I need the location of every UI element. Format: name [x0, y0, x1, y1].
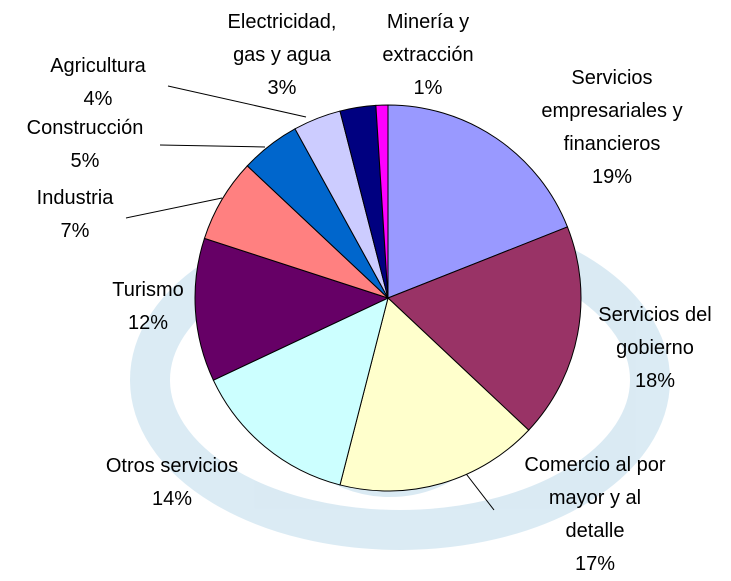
- value-label: 14%: [151, 487, 193, 510]
- pie-slice: [387, 104, 569, 299]
- slice-label: Servicios del gobierno 18%: [505, 299, 731, 398]
- category-label: Otros servicios: [105, 454, 239, 477]
- value-label: 12%: [127, 311, 169, 334]
- slice-label: Comercio al por mayor y al detalle 17%: [445, 449, 731, 581]
- slice-label: Electricidad, gas y agua 3%: [132, 6, 432, 105]
- category-label: Turismo: [112, 278, 184, 301]
- leader-line: [125, 197, 223, 219]
- pie-slice: [387, 226, 582, 431]
- slice-label: Servicios empresariales y financieros 19%: [462, 62, 731, 194]
- chart: [125, 85, 670, 550]
- pie-slice: [194, 237, 390, 381]
- leader-line: [159, 144, 266, 148]
- pie-slice: [339, 297, 530, 492]
- category-label: Minería y extracción: [382, 10, 474, 66]
- value-label: 17%: [574, 552, 616, 575]
- pie: [194, 104, 582, 492]
- page: {"chart_data": {"type": "pie", "categori…: [0, 6, 731, 575]
- category-label: Agricultura: [50, 54, 146, 77]
- category-label: Servicios del gobierno: [598, 303, 712, 359]
- slice-label: Minería y extracción 1%: [278, 6, 578, 105]
- slice-label: Construcción 5%: [0, 112, 235, 178]
- value-label: 4%: [83, 87, 113, 110]
- value-label: 7%: [60, 219, 90, 242]
- value-label: 18%: [634, 369, 676, 392]
- category-label: Construcción: [26, 116, 144, 139]
- slice-label: Industria 7%: [0, 182, 225, 248]
- category-label: Electricidad, gas y agua: [227, 10, 337, 66]
- category-label: Comercio al por mayor y al detalle: [524, 453, 666, 542]
- leader-line: [167, 85, 307, 118]
- slice-label: Otros servicios 14%: [22, 450, 322, 516]
- category-label: Industria: [36, 186, 114, 209]
- value-label: 1%: [413, 76, 443, 99]
- category-label: Servicios empresariales y financieros: [541, 66, 683, 155]
- slice-label: Turismo 12%: [0, 274, 298, 340]
- value-label: 19%: [591, 165, 633, 188]
- pie-slice: [375, 104, 389, 299]
- value-label: 3%: [267, 76, 297, 99]
- pie-slice: [212, 297, 389, 486]
- slice-label: Agricultura 4%: [0, 50, 248, 116]
- value-label: 5%: [70, 149, 100, 172]
